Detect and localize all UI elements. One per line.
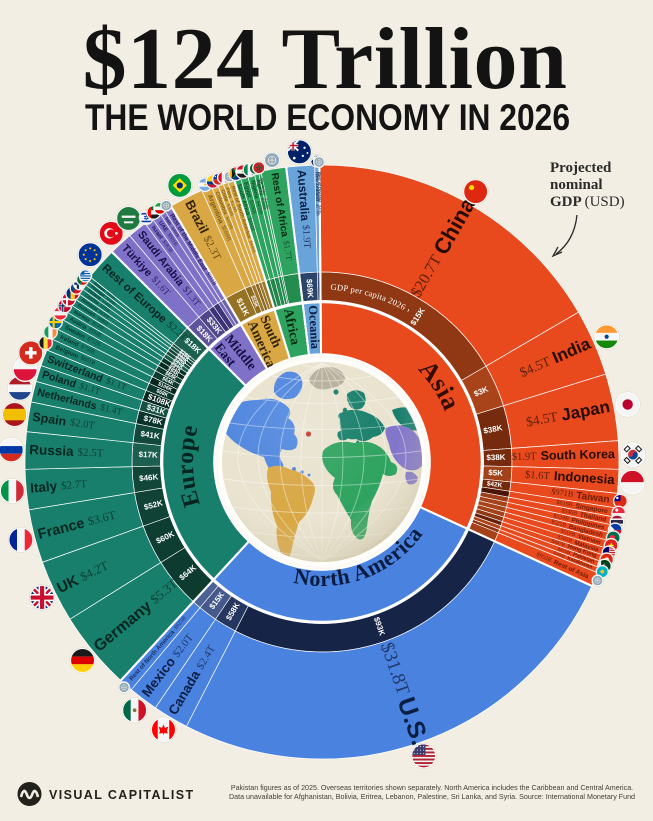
svg-text:$68K: $68K: [155, 388, 169, 399]
svg-text:Pakistan figures as of 2025. O: Pakistan figures as of 2025. Overseas te…: [231, 784, 633, 792]
svg-text:Russia$2.5T: Russia $2.5T: [29, 442, 104, 460]
svg-text:Data unavailable for Afghanist: Data unavailable for Afghanistan, Bolivi…: [229, 793, 635, 801]
svg-text:$15K: $15K: [249, 295, 259, 309]
svg-text:$94K: $94K: [166, 366, 180, 378]
svg-text:Oceania: Oceania: [306, 305, 322, 350]
svg-text:$38K: $38K: [486, 453, 506, 462]
svg-text:$78K: $78K: [143, 414, 164, 427]
svg-text:GDP (USD): GDP (USD): [550, 194, 625, 210]
svg-text:$42K: $42K: [486, 480, 503, 489]
svg-text:nominal: nominal: [550, 177, 603, 193]
svg-text:Projected: Projected: [550, 160, 612, 176]
svg-text:$124 Trillion: $124 Trillion: [83, 11, 568, 108]
svg-text:New Zealand$270B: New Zealand$270B: [314, 172, 321, 216]
svg-text:$17K: $17K: [138, 450, 158, 460]
svg-text:VISUAL CAPITALIST: VISUAL CAPITALIST: [49, 788, 195, 802]
svg-text:Rest of Oceania$41B: Rest of Oceania$41B: [317, 172, 322, 214]
svg-text:$64K: $64K: [161, 376, 175, 387]
svg-text:$64K: $64K: [164, 371, 178, 382]
svg-text:THE WORLD ECONOMY IN 2026: THE WORLD ECONOMY IN 2026: [85, 97, 570, 138]
svg-text:Morocco$168B: Morocco$168B: [259, 178, 271, 210]
svg-text:$81K: $81K: [169, 362, 183, 374]
svg-text:$41K: $41K: [140, 429, 160, 441]
svg-text:$69K: $69K: [305, 279, 315, 299]
svg-text:$5K: $5K: [488, 468, 503, 478]
svg-text:$46K: $46K: [139, 472, 159, 483]
svg-text:$38K: $38K: [483, 423, 504, 435]
